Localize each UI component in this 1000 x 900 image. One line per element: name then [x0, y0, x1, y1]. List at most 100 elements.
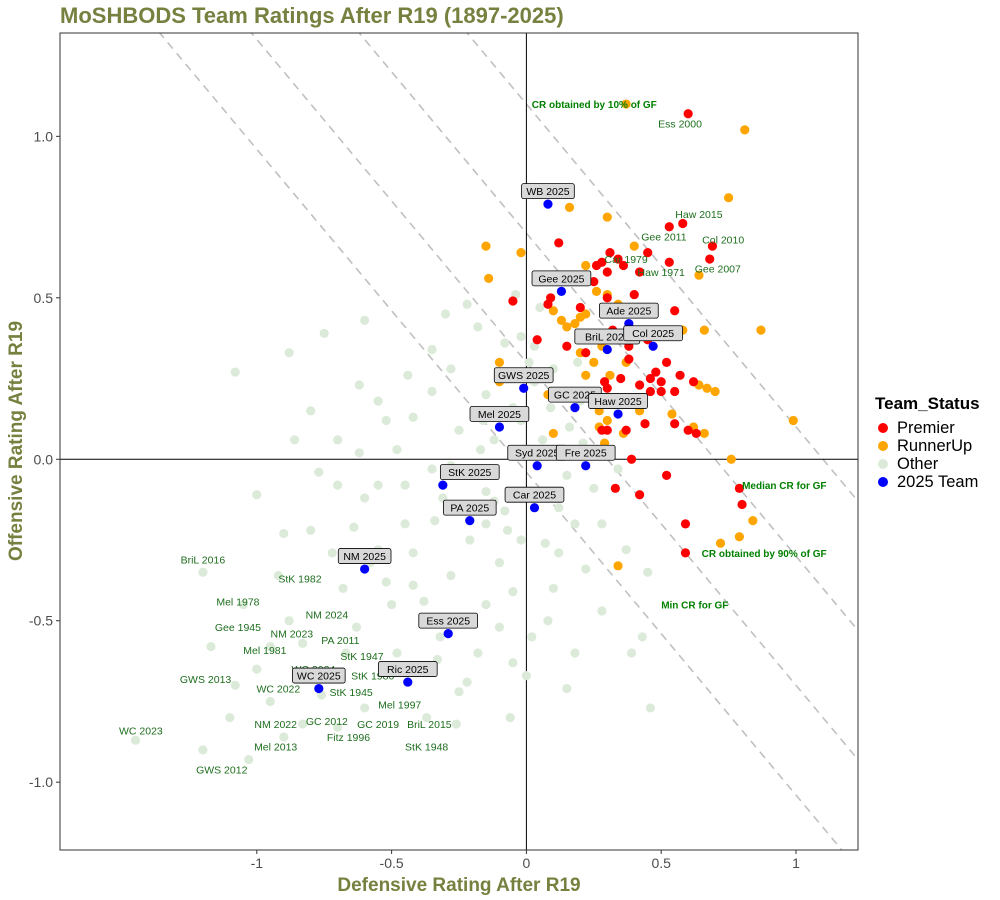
label-gee-2025: Gee 2025 — [531, 270, 592, 287]
premier-point — [670, 419, 680, 429]
premier-point — [589, 277, 599, 287]
other-point — [284, 616, 294, 626]
x-tick-label: -0.5 — [380, 855, 404, 871]
legend-swatch-other — [878, 459, 888, 469]
other-point — [554, 503, 564, 513]
other-point — [230, 680, 240, 690]
other-point — [473, 648, 483, 658]
premier-point — [581, 348, 591, 358]
other-point — [527, 632, 537, 642]
other-point — [564, 422, 575, 432]
other-point — [435, 632, 445, 642]
other-point — [427, 386, 437, 397]
premier-point — [643, 247, 653, 258]
runnerup-point — [748, 516, 758, 526]
other-point — [500, 506, 510, 516]
label-box — [504, 486, 565, 503]
label-ric-2025: Ric 2025 — [377, 661, 438, 677]
y-axis-ticks: -1.0 -0.5 0.0 0.5 1.0 — [29, 128, 60, 790]
historical-label-wc-2022: WC 2022 — [256, 684, 300, 696]
2025-team-point — [519, 383, 529, 393]
premier-point — [616, 373, 626, 384]
2025-team-point — [532, 461, 542, 471]
other-point — [381, 577, 391, 587]
other-point — [430, 516, 440, 526]
other-point — [621, 545, 631, 555]
other-point — [481, 486, 491, 497]
reference-lines — [158, 33, 858, 850]
other-point — [516, 331, 526, 342]
premier-point — [640, 419, 650, 429]
historical-labels: Ess 2000 Haw 2015 Gee 2011 Col 2010 Car 1979… — [119, 118, 744, 776]
runnerup-point — [494, 357, 505, 367]
historical-label-stk-1945: StK 1945 — [330, 687, 373, 699]
label-text: StK 2025 — [448, 467, 491, 479]
premier-point — [624, 354, 634, 364]
historical-label-fitz-1996: Fitz 1996 — [327, 732, 370, 744]
other-point — [333, 435, 343, 445]
other-point — [626, 648, 637, 658]
other-point — [462, 677, 472, 687]
premier-point — [683, 109, 693, 119]
other-point — [473, 322, 483, 332]
label-box — [555, 444, 616, 461]
runnerup-point — [699, 325, 709, 335]
historical-label-stk-1982: StK 1982 — [278, 574, 321, 586]
historical-label-mel-1981: Mel 1981 — [243, 645, 286, 657]
other-point — [360, 315, 370, 326]
other-point — [408, 412, 418, 422]
premier-point — [656, 377, 666, 387]
label-box — [531, 270, 592, 287]
label-text: Ade 2025 — [606, 306, 651, 318]
other-point — [265, 696, 275, 707]
y-tick-label: 0.5 — [34, 290, 54, 306]
premier-point — [707, 241, 718, 251]
other-point — [198, 745, 208, 755]
other-point — [238, 599, 248, 610]
other-point — [489, 435, 499, 445]
premier-point — [691, 428, 701, 439]
premier-point — [621, 425, 631, 435]
label-box — [439, 464, 500, 480]
2025-team-point — [556, 286, 567, 296]
other-point — [462, 299, 472, 309]
label-ade-2025: Ade 2025 — [599, 302, 659, 319]
other-point — [298, 719, 308, 729]
premier-point — [575, 302, 585, 313]
label-box — [623, 325, 683, 342]
legend-label-other: Other — [897, 454, 939, 473]
premier-point — [618, 260, 629, 271]
historical-label-nm-2024: NM 2024 — [306, 609, 349, 621]
historical-label-gee-1945: Gee 1945 — [215, 622, 261, 634]
other-point — [524, 357, 534, 367]
other-point — [130, 735, 141, 745]
other-point — [645, 703, 656, 713]
premier-point — [605, 247, 615, 258]
other-point — [481, 390, 491, 400]
premier-point — [680, 548, 691, 558]
other-point — [408, 580, 418, 590]
2025-team-point — [314, 683, 324, 694]
other-point — [306, 525, 316, 535]
historical-label-car-1979: Car 1979 — [605, 254, 648, 266]
other-point — [333, 480, 343, 490]
other-point — [427, 344, 437, 355]
other-point — [206, 641, 216, 652]
other-point — [403, 370, 413, 380]
historical-label-nm-2022: NM 2022 — [254, 719, 297, 731]
runnerup-point — [756, 325, 766, 335]
label-text: WB 2025 — [526, 186, 569, 198]
label-text: Syd 2025 — [515, 448, 560, 460]
other-point — [408, 548, 418, 558]
label-box — [337, 548, 392, 564]
other-point — [387, 599, 397, 610]
other-point — [440, 309, 451, 319]
chart-title: MoSHBODS Team Ratings After R19 (1897-20… — [60, 3, 564, 28]
premier-point — [602, 267, 612, 277]
historical-label-bril-2015: BriL 2015 — [407, 719, 452, 731]
x-tick-label: 0.5 — [651, 855, 671, 871]
reference-line-cr-obtained-by-10-of-gf — [466, 33, 858, 502]
y-tick-label: 0.0 — [34, 451, 54, 467]
runnerup-point — [564, 202, 575, 212]
other-point — [381, 415, 391, 426]
